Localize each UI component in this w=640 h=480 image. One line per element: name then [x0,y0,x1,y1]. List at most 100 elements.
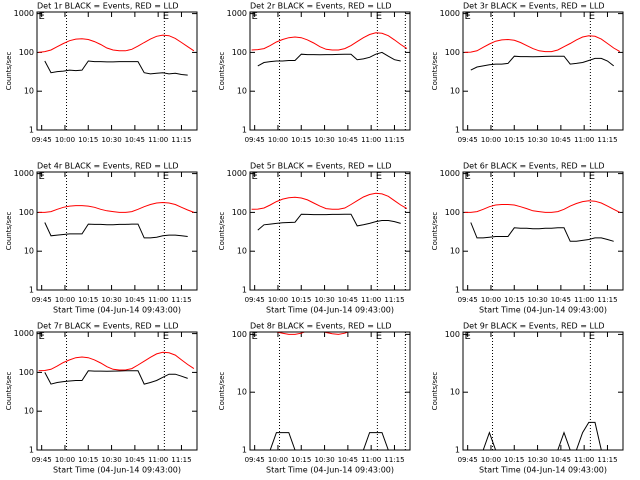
y-axis-label: Counts/sec [431,372,439,411]
x-tick-label: 10:30 [314,296,334,304]
annotation: E [464,11,470,22]
panel-title: Det 5r BLACK = Events, RED = LLD [250,162,392,171]
x-tick-label: 09:45 [245,136,265,144]
y-tick-label: 100 [232,48,247,57]
annotation: E [251,171,257,182]
annotation: E [464,171,470,182]
y-axis-label: Counts/sec [5,212,13,251]
series-line [38,351,195,372]
annotation: E [376,11,382,22]
y-axis-label: Counts/sec [218,52,226,91]
annotation: E [464,331,470,342]
x-tick-label: 09:45 [32,136,52,144]
series-line [38,201,195,213]
x-tick-label: 11:15 [597,136,617,144]
y-tick-label: 1000 [440,9,460,18]
x-axis-label: Start Time (04-Jun-14 09:43:00) [266,306,394,315]
x-tick-label: 10:00 [55,296,75,304]
x-tick-label: 09:45 [458,456,478,464]
x-tick-label: 10:45 [551,136,571,144]
x-tick-label: 10:00 [268,296,288,304]
x-tick-label: 09:45 [458,296,478,304]
y-tick-label: 1 [455,286,460,295]
x-tick-label: 10:15 [291,456,311,464]
x-tick-label: 10:45 [551,456,571,464]
y-tick-label: 100 [19,368,34,377]
y-tick-label: 100 [445,330,460,339]
y-axis-label: Counts/sec [5,52,13,91]
annotation: E [376,331,382,342]
plot-frame [249,11,411,131]
x-tick-label: 11:00 [148,456,168,464]
panel-title: Det 7r BLACK = Events, RED = LLD [37,322,179,331]
plot-frame [249,331,411,451]
x-tick-label: 10:00 [481,456,501,464]
y-tick-label: 1000 [227,169,247,178]
x-tick-label: 09:45 [245,296,265,304]
annotation: E [163,171,169,182]
x-tick-label: 10:00 [481,296,501,304]
y-tick-label: 1000 [227,9,247,18]
panel-title: Det 1r BLACK = Events, RED = LLD [37,2,179,11]
annotation: E [38,11,44,22]
y-tick-label: 100 [19,48,34,57]
panel-title: Det 4r BLACK = Events, RED = LLD [37,162,179,171]
x-tick-label: 09:45 [245,456,265,464]
x-tick-label: 11:00 [148,296,168,304]
x-tick-label: 11:00 [574,296,594,304]
plot-frame [462,171,624,291]
x-tick-label: 10:00 [55,456,75,464]
x-tick-label: 11:15 [384,296,404,304]
x-tick-label: 10:45 [125,456,145,464]
y-tick-label: 100 [445,48,460,57]
x-tick-label: 09:45 [32,456,52,464]
y-tick-label: 1000 [14,9,34,18]
panel-title: Det 6r BLACK = Events, RED = LLD [463,162,605,171]
y-tick-label: 100 [19,208,34,217]
plot-frame [36,11,198,131]
annotation: E [251,331,257,342]
x-tick-label: 11:15 [171,136,191,144]
y-tick-label: 100 [232,208,247,217]
series-line [44,60,188,76]
x-tick-label: 11:15 [597,456,617,464]
x-tick-label: 10:15 [78,296,98,304]
y-tick-label: 10 [237,247,247,256]
series-line [251,192,408,210]
y-tick-label: 1 [29,446,34,455]
y-tick-label: 1 [455,446,460,455]
x-tick-label: 10:45 [338,296,358,304]
series-line [470,421,614,450]
series-line [257,51,401,67]
x-tick-label: 10:45 [125,296,145,304]
x-tick-label: 10:30 [101,456,121,464]
y-axis-label: Counts/sec [218,212,226,251]
x-tick-label: 10:00 [268,456,288,464]
panel-title: Det 3r BLACK = Events, RED = LLD [463,2,605,11]
annotation: E [589,11,595,22]
x-axis-label: Start Time (04-Jun-14 09:43:00) [266,466,394,475]
annotation: E [38,331,44,342]
y-tick-label: 10 [450,247,460,256]
y-tick-label: 10 [450,87,460,96]
x-tick-label: 11:15 [171,456,191,464]
x-tick-label: 10:45 [338,456,358,464]
y-axis-label: Counts/sec [431,52,439,91]
y-tick-label: 10 [24,407,34,416]
y-tick-label: 1 [242,446,247,455]
x-tick-label: 10:00 [55,136,75,144]
series-line [470,222,614,242]
series-line [44,370,188,385]
x-tick-label: 11:00 [148,136,168,144]
x-tick-label: 11:00 [574,456,594,464]
y-tick-label: 100 [232,330,247,339]
series-line [251,32,408,51]
annotation: E [376,171,382,182]
y-axis-label: Counts/sec [218,372,226,411]
panel-title: Det 9r BLACK = Events, RED = LLD [463,322,605,331]
y-tick-label: 10 [24,247,34,256]
y-tick-label: 1000 [14,329,34,338]
x-tick-label: 11:15 [597,296,617,304]
y-axis-label: Counts/sec [5,372,13,411]
x-tick-label: 10:30 [314,456,334,464]
